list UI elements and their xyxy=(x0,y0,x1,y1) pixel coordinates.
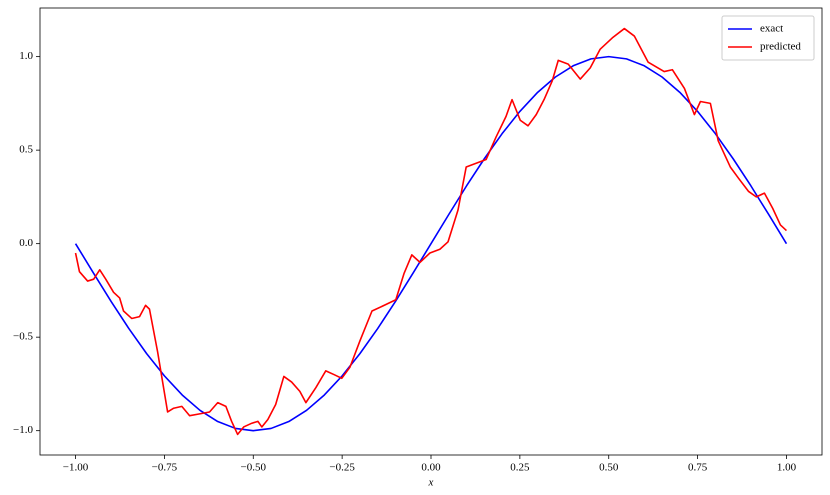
x-tick-label: 0.50 xyxy=(599,462,619,474)
series-line xyxy=(74,27,787,436)
plot-frame xyxy=(39,7,823,456)
y-tick-label: 0.5 xyxy=(19,144,33,156)
x-tick-label: 1.00 xyxy=(777,462,797,474)
y-tick-label: −1.0 xyxy=(13,424,33,436)
y-tick-label: 1.0 xyxy=(19,50,33,62)
series-line xyxy=(74,55,788,432)
legend-label: predicted xyxy=(760,41,801,53)
legend-label: exact xyxy=(760,23,783,35)
x-axis-label: x xyxy=(428,477,434,489)
y-tick-label: −0.5 xyxy=(13,331,33,343)
legend: exact predicted xyxy=(721,15,815,61)
x-tick-label: −0.50 xyxy=(241,462,267,474)
x-tick-label: 0.75 xyxy=(688,462,708,474)
y-tick-label: 0.0 xyxy=(19,237,33,249)
x-tick-label: −0.75 xyxy=(152,462,178,474)
x-tick-label: 0.00 xyxy=(421,462,441,474)
x-tick-label: 0.25 xyxy=(510,462,530,474)
x-tick-label: −0.25 xyxy=(329,462,355,474)
x-tick-label: −1.00 xyxy=(63,462,89,474)
legend-box xyxy=(721,15,815,61)
